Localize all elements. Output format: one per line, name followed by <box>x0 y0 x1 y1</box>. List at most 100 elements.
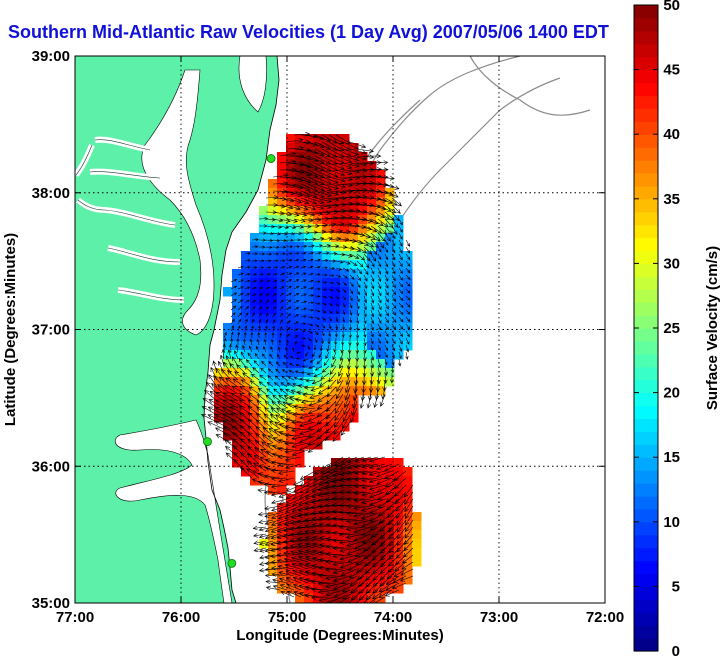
current-vector <box>400 568 414 576</box>
velocity-cell <box>304 557 314 567</box>
current-vector <box>361 463 379 469</box>
velocity-cell <box>268 485 278 495</box>
current-vector <box>398 246 403 254</box>
velocity-cell <box>358 206 368 216</box>
current-vector <box>230 392 246 402</box>
velocity-cell <box>304 278 314 288</box>
velocity-cell <box>349 233 359 243</box>
velocity-cell <box>268 305 278 315</box>
velocity-cell <box>241 269 251 279</box>
current-vector <box>344 596 358 603</box>
current-vector <box>340 463 358 471</box>
velocity-cell <box>349 215 359 225</box>
velocity-cell <box>250 377 260 387</box>
current-vector <box>393 477 407 490</box>
velocity-cell <box>412 512 422 522</box>
current-vector <box>370 337 374 345</box>
velocity-cell <box>403 494 413 504</box>
current-vector <box>253 540 267 545</box>
velocity-cell <box>241 287 251 297</box>
current-vector <box>393 470 407 482</box>
current-vector <box>290 389 302 395</box>
current-vector <box>321 176 339 184</box>
velocity-cell <box>340 341 350 351</box>
current-vector <box>314 302 321 305</box>
velocity-cell <box>304 287 314 297</box>
current-vector <box>356 246 368 254</box>
velocity-cell <box>259 287 269 297</box>
current-vector <box>236 338 240 346</box>
current-vector <box>286 218 299 223</box>
current-vector <box>356 260 364 268</box>
colorbar-step <box>634 147 658 161</box>
velocity-cell <box>268 377 278 387</box>
current-vector <box>384 309 389 317</box>
current-vector <box>243 331 247 339</box>
current-vector <box>276 407 288 416</box>
colorbar-step <box>634 315 658 329</box>
current-vector <box>311 523 330 528</box>
current-vector <box>297 505 316 512</box>
current-vector <box>345 379 351 394</box>
bathymetry-contour <box>469 56 591 116</box>
velocity-cell <box>385 323 395 333</box>
velocity-cell <box>340 224 350 234</box>
current-vector <box>259 456 274 465</box>
velocity-cell <box>268 467 278 477</box>
current-vector <box>293 258 300 262</box>
velocity-cell <box>313 188 323 198</box>
velocity-cell <box>331 548 341 558</box>
current-vector <box>269 413 281 423</box>
current-vector <box>361 498 379 505</box>
current-vector <box>264 331 268 339</box>
velocity-cell <box>286 287 296 297</box>
velocity-cell <box>250 368 260 378</box>
velocity-cell <box>223 350 233 360</box>
current-vector <box>258 259 265 263</box>
current-vector <box>335 386 344 400</box>
current-vector <box>391 246 396 254</box>
current-vector <box>237 331 240 339</box>
current-vector <box>384 281 389 289</box>
velocity-cell <box>331 296 341 306</box>
current-vector <box>269 353 274 360</box>
current-vector <box>222 392 239 402</box>
current-vector <box>356 281 361 289</box>
velocity-cell <box>241 440 251 450</box>
current-vector <box>344 386 351 401</box>
velocity-cell <box>277 395 287 405</box>
velocity-cell <box>313 503 323 513</box>
current-vector <box>405 330 410 338</box>
x-tick-label: 72:00 <box>586 609 624 626</box>
current-vector <box>263 490 281 495</box>
current-vector <box>349 148 367 155</box>
velocity-cell <box>331 332 341 342</box>
velocity-cell <box>268 530 278 540</box>
current-vector <box>353 519 372 526</box>
current-vector <box>379 568 393 581</box>
current-vector <box>258 299 263 304</box>
current-vector <box>307 134 325 141</box>
current-vector <box>356 253 366 261</box>
current-vector <box>293 204 309 211</box>
velocity-cell <box>295 287 305 297</box>
velocity-cell <box>232 413 242 423</box>
current-vector <box>293 286 300 290</box>
colorbar-tick-label: 25 <box>663 320 680 337</box>
current-vector <box>393 568 407 578</box>
current-vector <box>289 363 295 367</box>
velocity-cell <box>376 467 386 477</box>
current-vector <box>302 358 309 362</box>
velocity-cell <box>376 485 386 495</box>
current-vector <box>314 258 322 262</box>
velocity-cell <box>322 503 332 513</box>
velocity-cell <box>223 386 233 396</box>
current-vector <box>370 330 374 338</box>
current-vector <box>300 204 317 211</box>
current-vector <box>305 556 323 563</box>
current-vector <box>328 330 332 338</box>
current-vector <box>251 293 257 297</box>
current-vector <box>345 511 365 516</box>
current-vector <box>337 372 344 385</box>
velocity-cell <box>358 296 368 306</box>
